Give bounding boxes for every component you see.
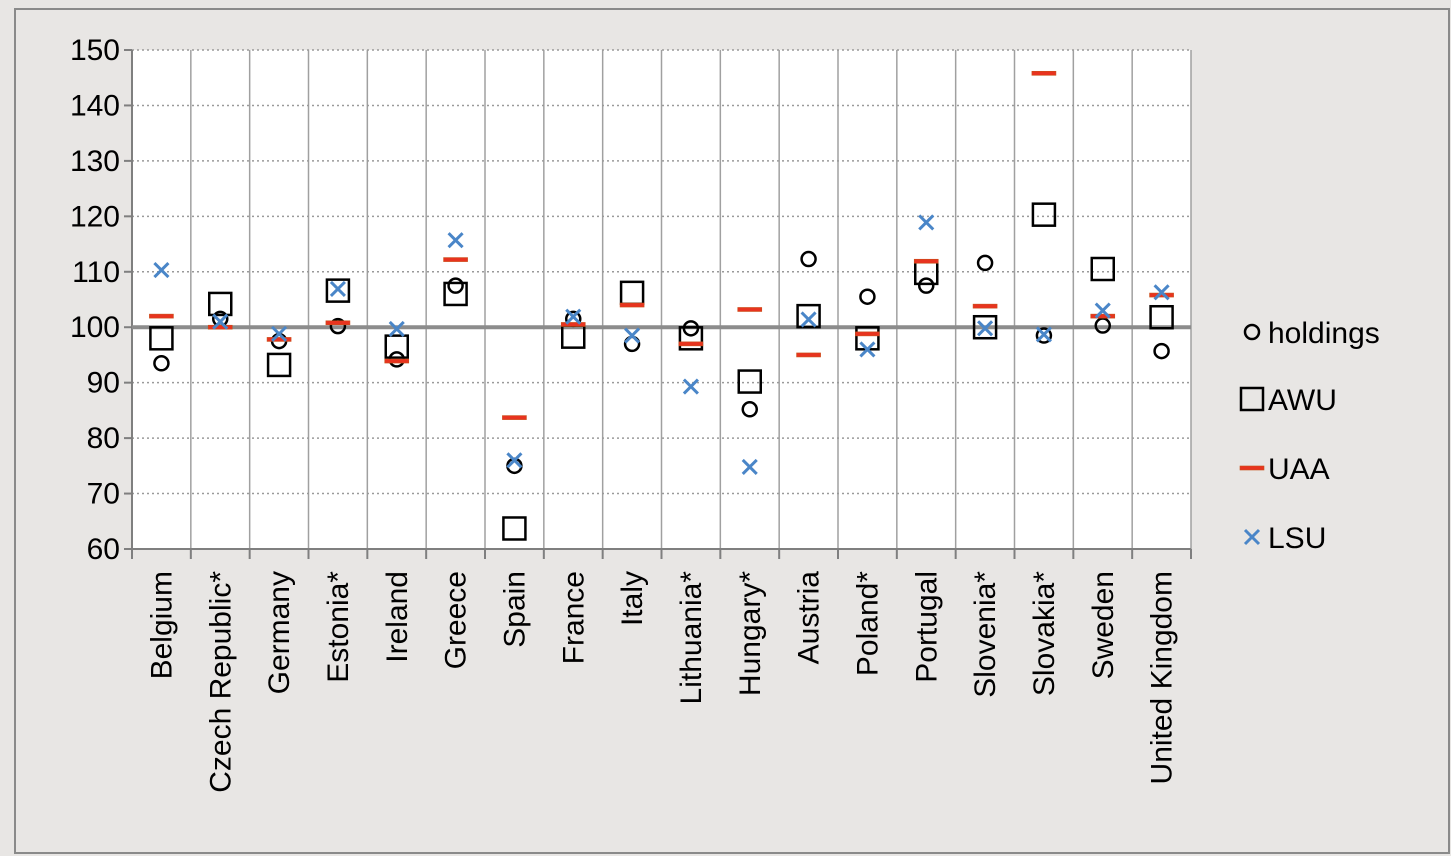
category-label: Slovenia* (969, 571, 1002, 698)
category-label: Ireland (381, 571, 414, 663)
point-awu (1149, 304, 1174, 330)
category-label: Sweden (1087, 571, 1120, 679)
legend-marker-lsu (1243, 528, 1261, 546)
point-uaa (737, 307, 763, 312)
y-tick-label: 80 (87, 422, 120, 455)
category-label: Italy (616, 571, 649, 626)
point-lsu (977, 320, 994, 337)
point-lsu (1094, 302, 1111, 319)
category-label: Hungary* (734, 571, 767, 696)
point-awu (796, 303, 821, 329)
point-holdings (976, 254, 994, 272)
category-label: Spain (498, 571, 531, 648)
category-label: Portugal (910, 571, 943, 683)
category-label: Slovakia* (1028, 571, 1061, 696)
point-lsu (1035, 326, 1052, 343)
point-awu (443, 281, 468, 307)
category-label: United Kingdom (1146, 571, 1179, 784)
point-uaa (502, 415, 527, 420)
point-lsu (329, 280, 346, 298)
legend-label-lsu: LSU (1268, 522, 1326, 555)
legend-label-awu: AWU (1268, 384, 1337, 417)
point-lsu (1153, 284, 1170, 301)
point-awu (384, 334, 409, 359)
point-lsu (388, 320, 405, 337)
point-lsu (859, 341, 876, 358)
legend-marker-uaa (1239, 465, 1265, 471)
point-awu (325, 278, 351, 303)
point-uaa (443, 257, 468, 262)
point-uaa (796, 352, 821, 358)
point-uaa (913, 258, 939, 264)
point-uaa (1031, 70, 1057, 76)
point-uaa (678, 341, 704, 347)
category-label: France (557, 571, 590, 664)
y-tick-label: 150 (70, 34, 120, 67)
point-awu (149, 326, 174, 351)
point-uaa (1090, 313, 1116, 319)
y-tick-label: 70 (87, 478, 120, 511)
legend-marker-holdings (1243, 323, 1261, 341)
category-label: Czech Republic* (204, 571, 237, 793)
point-uaa (855, 331, 880, 337)
category-label: Lithuania* (675, 571, 708, 705)
point-uaa (325, 320, 351, 326)
y-tick-label: 120 (70, 200, 120, 233)
y-tick-label: 130 (70, 145, 120, 178)
point-holdings (741, 401, 758, 418)
point-uaa (560, 322, 586, 327)
legend-label-uaa: UAA (1268, 453, 1330, 486)
legend-label-holdings: holdings (1268, 317, 1380, 350)
y-tick-label: 60 (87, 533, 120, 566)
point-uaa (149, 313, 174, 319)
category-label: Poland* (851, 571, 884, 676)
category-label: Greece (440, 571, 473, 669)
category-label: Estonia* (322, 571, 355, 683)
point-lsu (624, 327, 641, 344)
point-uaa (972, 303, 998, 309)
point-awu (737, 369, 762, 394)
point-holdings (329, 317, 347, 335)
point-holdings (447, 277, 464, 294)
point-lsu (506, 452, 523, 469)
y-tick-label: 100 (70, 311, 120, 344)
point-holdings (800, 250, 817, 268)
category-label: Germany (263, 571, 296, 694)
point-lsu (153, 262, 170, 279)
point-lsu (682, 378, 699, 395)
point-holdings (1153, 342, 1170, 360)
point-awu (1090, 256, 1115, 282)
point-holdings (153, 355, 170, 372)
legend-marker-awu (1239, 386, 1265, 412)
point-lsu (212, 313, 229, 330)
y-tick-label: 140 (70, 89, 120, 122)
point-awu (678, 326, 704, 351)
chart-frame: 60 70 80 90 100 110 120 130 140 150 Belgium Czech R… (14, 8, 1450, 854)
point-holdings (859, 288, 876, 305)
point-lsu (918, 214, 935, 231)
point-lsu (271, 325, 288, 342)
point-holdings (1035, 327, 1053, 344)
point-uaa (384, 358, 410, 364)
point-lsu (741, 458, 758, 476)
y-tick-label: 90 (87, 367, 120, 400)
point-uaa (619, 302, 645, 308)
category-label: Belgium (145, 571, 178, 679)
point-awu (502, 516, 527, 541)
point-lsu (565, 308, 582, 325)
point-lsu (447, 232, 464, 249)
point-uaa (207, 324, 233, 330)
point-lsu (800, 311, 817, 328)
point-holdings (918, 277, 935, 294)
category-label: Austria (793, 571, 826, 665)
point-awu (1031, 202, 1057, 227)
y-tick-label: 110 (72, 256, 120, 289)
point-holdings (1094, 317, 1111, 334)
point-awu (972, 314, 998, 340)
point-uaa (266, 337, 292, 342)
point-awu (208, 291, 233, 317)
point-awu (266, 352, 292, 378)
chart-svg: 60 70 80 90 100 110 120 130 140 150 Belgium Czech R… (70, 34, 1380, 793)
